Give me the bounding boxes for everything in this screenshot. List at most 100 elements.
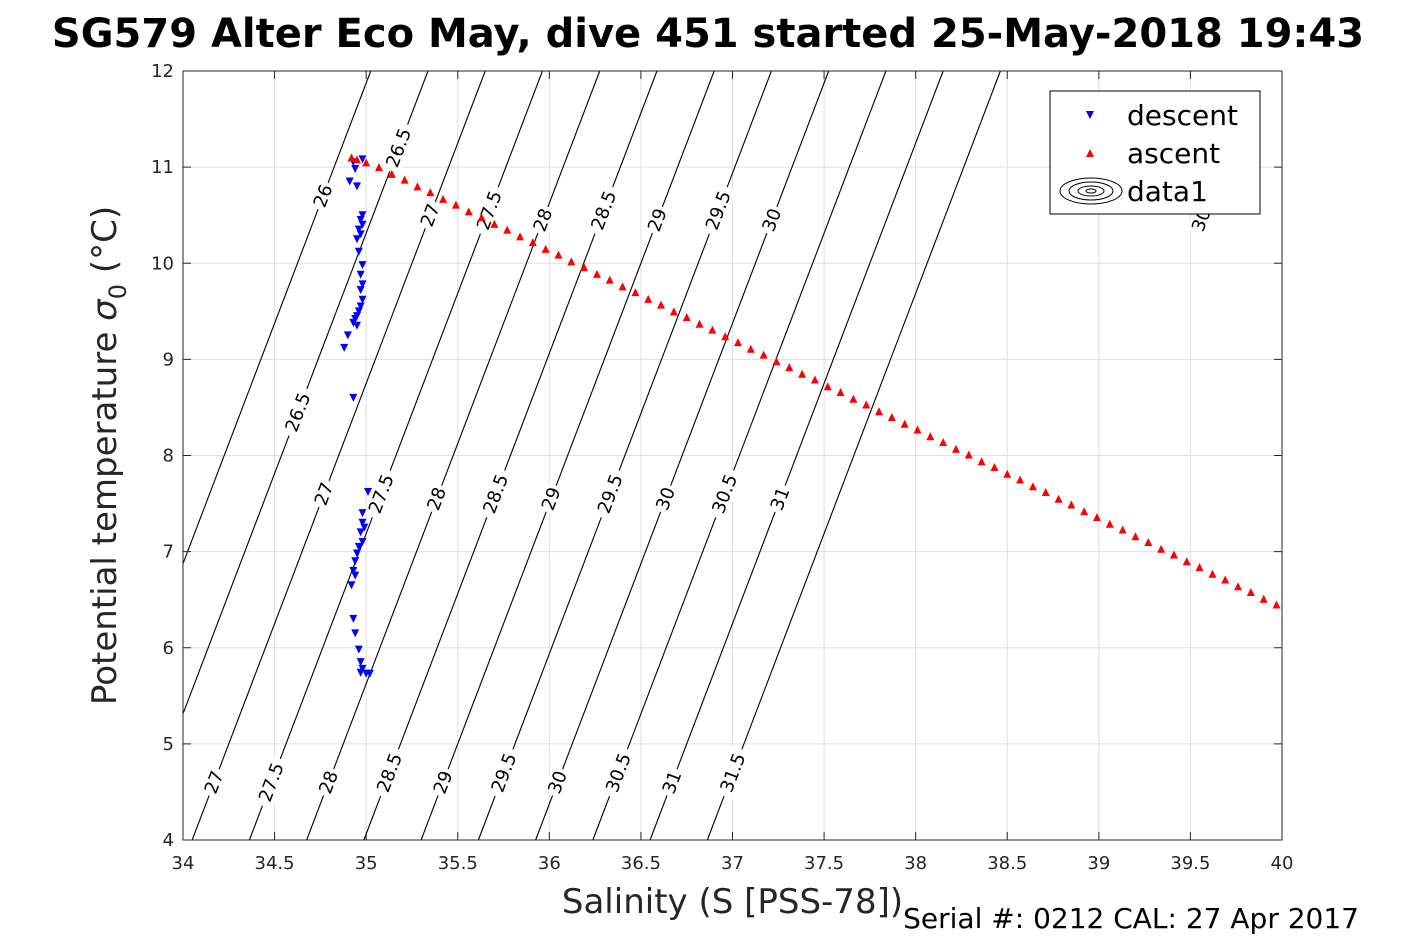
isopycnal-line — [649, 70, 944, 841]
x-tick-label: 36 — [538, 853, 561, 874]
ascent-point — [875, 407, 884, 416]
ascent-point — [900, 419, 909, 428]
ascent-point — [439, 194, 448, 203]
ascent-point — [1067, 500, 1076, 509]
descent-point — [351, 571, 360, 580]
x-tick-label: 37.5 — [804, 853, 844, 874]
ascent-point — [849, 394, 858, 403]
ascent-point — [1041, 488, 1050, 497]
isopycnal-label-bg — [477, 467, 515, 521]
ascent-point — [451, 200, 460, 209]
isopycnal-label-bg — [422, 482, 452, 516]
ascent-point — [669, 307, 678, 316]
descent-point — [349, 318, 358, 327]
isopycnal-label-bg — [543, 765, 572, 799]
descent-point — [354, 645, 363, 654]
isopycnal-label-bg — [600, 745, 637, 800]
ascent-point — [1195, 563, 1204, 572]
ascent-point — [387, 169, 396, 178]
isopycnal-line — [706, 70, 1001, 841]
y-tick-label: 6 — [163, 638, 174, 659]
ascent-point — [528, 238, 537, 247]
ascent-point — [592, 269, 601, 278]
ascent-point — [887, 413, 896, 422]
x-tick-label: 38 — [904, 853, 927, 874]
ascent-point — [836, 388, 845, 397]
descent-point — [360, 523, 369, 532]
isopycnal-label-bg — [714, 745, 752, 800]
ascent-point — [400, 175, 409, 184]
ascent-point — [490, 219, 499, 228]
y-tick-label: 5 — [163, 734, 174, 755]
ascent-point — [708, 325, 717, 334]
y-tick-label: 11 — [151, 157, 174, 178]
ascent-point — [951, 444, 960, 453]
legend-contour-icon — [1059, 177, 1123, 205]
ascent-point — [1016, 475, 1025, 484]
isopycnal-label-bg — [585, 183, 623, 238]
ascent-point — [618, 282, 627, 291]
ascent-point — [1118, 525, 1127, 534]
ascent-point — [798, 369, 807, 378]
isopycnal-label-bg — [314, 765, 343, 799]
y-axis-label-symbol: σ — [85, 298, 125, 321]
descent-point — [356, 270, 365, 279]
ascent-point — [1208, 569, 1217, 578]
isopycnal-label: 28 — [528, 203, 557, 237]
descent-point — [353, 235, 362, 244]
legend-descent-marker — [1086, 111, 1094, 119]
isopycnal-line — [420, 70, 715, 841]
isopycnal-label-bg — [415, 198, 445, 232]
y-axis-label-unit: (°C) — [85, 206, 125, 284]
isopycnal-line — [592, 70, 887, 841]
series-ascent — [347, 153, 1281, 609]
descent-point — [356, 528, 365, 537]
ascent-point — [823, 382, 832, 391]
descent-point — [349, 566, 358, 575]
ascent-point — [567, 257, 576, 266]
ascent-point — [1246, 587, 1255, 596]
ascent-point — [977, 457, 986, 466]
y-tick-label: 9 — [163, 349, 174, 370]
ascent-point — [1272, 600, 1281, 609]
legend: descent ascent data1 — [1049, 90, 1261, 215]
ascent-point — [464, 207, 473, 216]
descent-point — [358, 261, 367, 270]
data-series — [340, 153, 1281, 678]
ascent-point — [1157, 544, 1166, 553]
ascent-point — [721, 332, 730, 341]
isopycnal-line — [535, 70, 830, 841]
ascent-point — [413, 182, 422, 191]
descent-point — [353, 549, 362, 558]
descent-point — [351, 557, 360, 566]
isopycnal-label-bg — [536, 482, 566, 516]
y-tick-label: 4 — [163, 830, 174, 851]
isopycnal-label-bg — [309, 477, 339, 511]
descent-point — [356, 286, 365, 295]
isopycnal-label-bg — [308, 179, 338, 213]
x-tick-label: 34.5 — [255, 853, 295, 874]
ascent-point — [362, 158, 371, 167]
isopycnal-label-bg — [380, 120, 417, 175]
isopycnal-label-bg — [471, 183, 508, 238]
ascent-point — [810, 375, 819, 384]
isopycnal-label: 28 — [422, 482, 452, 516]
descent-point — [358, 155, 367, 164]
descent-point — [354, 225, 363, 234]
ascent-point — [1221, 575, 1230, 584]
ascent-point — [785, 363, 794, 372]
descent-point — [340, 343, 349, 352]
ascent-point — [913, 425, 922, 434]
isopycnal-label-bg — [371, 745, 408, 800]
isopycnal-line — [306, 70, 601, 841]
descent-point — [358, 211, 367, 220]
x-tick-label: 35.5 — [438, 853, 478, 874]
descent-point — [354, 307, 363, 316]
ascent-point — [990, 463, 999, 472]
ascent-point — [605, 275, 614, 284]
ascent-point — [1080, 507, 1089, 516]
serial-cal-footer: Serial #: 0212 CAL: 27 Apr 2017 — [903, 902, 1359, 935]
descent-point — [349, 393, 358, 402]
legend-box — [1049, 90, 1261, 215]
